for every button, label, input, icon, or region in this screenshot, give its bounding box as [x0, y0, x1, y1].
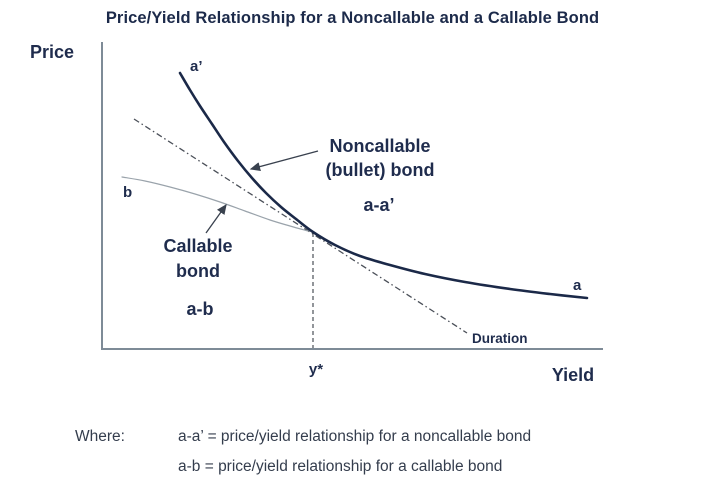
footnote-where-label: Where:	[75, 428, 125, 445]
callable-bond-curve	[121, 176, 309, 232]
duration-tangent-line	[133, 118, 468, 334]
point-label-b: b	[123, 184, 132, 201]
price-yield-chart: Price Yield a’ a b Noncallable (bullet) …	[30, 42, 603, 385]
x-axis-label: Yield	[552, 365, 594, 385]
noncallable-label-line2: (bullet) bond	[326, 160, 435, 180]
duration-label: Duration	[472, 331, 528, 346]
callable-code-label: a-b	[187, 299, 214, 319]
point-label-a-prime: a’	[190, 58, 203, 75]
callable-label-line2: bond	[176, 261, 220, 281]
y-axis-label: Price	[30, 42, 74, 62]
noncallable-callout-arrow	[249, 150, 319, 172]
noncallable-bond-curve	[178, 71, 589, 300]
footnote-definition-noncallable: a-a’ = price/yield relationship for a no…	[178, 428, 532, 445]
footnote-definition-callable: a-b = price/yield relationship for a cal…	[178, 458, 503, 475]
noncallable-label-line1: Noncallable	[329, 136, 430, 156]
y-star-tick-label: y*	[309, 361, 323, 378]
callable-callout-arrow	[205, 203, 227, 234]
chart-title: Price/Yield Relationship for a Noncallab…	[105, 9, 600, 27]
callable-label-line1: Callable	[163, 236, 232, 256]
noncallable-code-label: a-a’	[363, 195, 394, 215]
point-label-a: a	[573, 277, 582, 294]
